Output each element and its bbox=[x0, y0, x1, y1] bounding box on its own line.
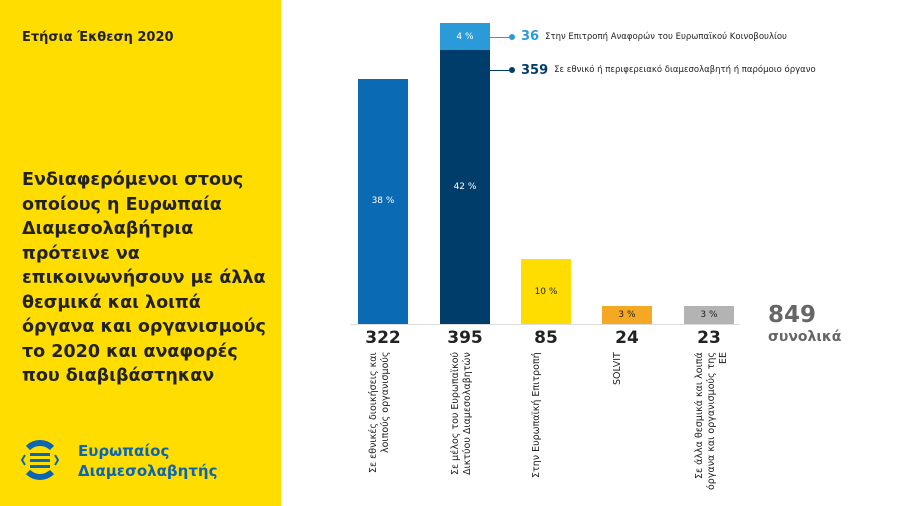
annotation-dot bbox=[509, 33, 515, 40]
report-label: Ετήσια Έκθεση 2020 bbox=[22, 30, 174, 45]
annotation-dot bbox=[509, 67, 515, 74]
annotation-line bbox=[490, 70, 512, 72]
annotation-value: 36 bbox=[521, 29, 540, 45]
bar-value-label: 322 bbox=[365, 328, 401, 348]
category-label: Σε άλλα θεσμικά και λοιπά όργανα και οργ… bbox=[694, 352, 729, 490]
annotation-label: Στην Επιτροπή Αναφορών του Ευρωπαϊκού Κο… bbox=[545, 31, 787, 42]
bar: 38 % bbox=[358, 78, 408, 324]
brand-line-1: Ευρωπαίος bbox=[78, 442, 170, 460]
ombudsman-logo-icon bbox=[20, 440, 60, 480]
category-label: Σε μέλος του Ευρωπαϊκού Δικτύου Διαμεσολ… bbox=[450, 352, 473, 476]
left-panel: Ετήσια Έκθεση 2020 Ενδιαφερόμενοι στους … bbox=[0, 0, 281, 506]
bar-value-label: 23 bbox=[697, 328, 721, 348]
annotation: 36 Στην Επιτροπή Αναφορών του Ευρωπαϊκού … bbox=[521, 28, 787, 46]
bar-value-label: 85 bbox=[534, 328, 558, 348]
annotation-label: Σε εθνικό ή περιφερειακό διαμεσολαβητή ή… bbox=[554, 65, 816, 76]
total-label: συνολικά bbox=[768, 329, 842, 345]
category-label: SOLVIT bbox=[612, 352, 623, 385]
chart-title: Ενδιαφερόμενοι στους οποίους η Ευρωπαία … bbox=[22, 170, 266, 386]
bar: 10 % bbox=[521, 259, 571, 324]
baseline bbox=[350, 324, 740, 325]
total-value: 849 bbox=[768, 302, 817, 328]
annotation: 359 Σε εθνικό ή περιφερειακό διαμεσολαβητ… bbox=[521, 61, 816, 79]
brand-name: Ευρωπαίος Διαμεσολαβητής bbox=[78, 441, 218, 481]
annotation-value: 359 bbox=[521, 62, 549, 78]
bar-segment: 4 % bbox=[440, 23, 490, 51]
bar: 3 % bbox=[684, 306, 734, 324]
bar: 3 % bbox=[602, 305, 652, 324]
annotation-line bbox=[490, 36, 512, 38]
bar-value-label: 395 bbox=[447, 328, 483, 348]
bar-segment: 42 % bbox=[440, 50, 490, 324]
total-summary: 849 συνολικά bbox=[768, 302, 841, 345]
bar-value-label: 24 bbox=[615, 328, 639, 348]
brand-line-2: Διαμεσολαβητής bbox=[78, 462, 218, 480]
category-label: Στην Ευρωπαϊκή Επιτροπή bbox=[531, 352, 542, 478]
category-label: Σε εθνικές διοικήσεις και λοιπούς οργανι… bbox=[368, 352, 391, 473]
